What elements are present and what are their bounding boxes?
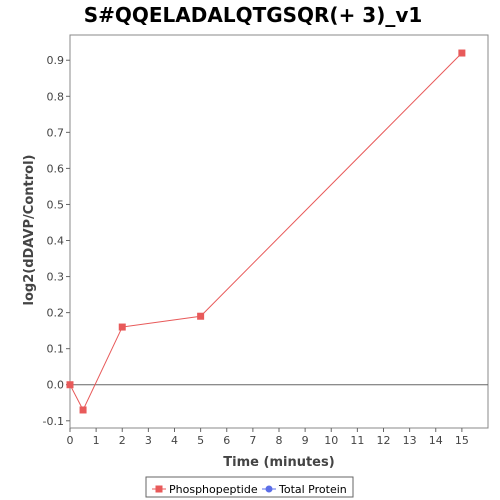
y-tick-label: 0.1 [47,343,65,356]
legend-marker [155,485,163,493]
data-point [66,381,74,389]
x-tick-label: 12 [377,434,391,447]
legend-label: Phosphopeptide [169,483,258,496]
y-axis-label: log2(dDAVP/Control) [22,155,37,306]
legend-box [145,476,354,498]
plot-frame [69,34,489,429]
y-tick-label: 0.0 [47,379,65,392]
x-tick-label: 10 [324,434,338,447]
legend-label: Total Protein [278,483,347,496]
y-tick-label: 0.8 [47,90,65,103]
x-axis-label: Time (minutes) [223,455,334,470]
y-tick-label: 0.3 [47,271,65,284]
x-tick-label: 5 [197,434,204,447]
y-tick-label: 0.4 [47,235,65,248]
x-tick-label: 3 [145,434,152,447]
x-tick-label: 15 [455,434,469,447]
series-group [66,49,466,414]
legend-marker [265,485,273,493]
chart-title: S#QQELADALQTGSQR(+ 3)_v1 [84,3,423,27]
data-point [79,406,87,414]
x-tick-label: 1 [93,434,100,447]
data-point [118,323,126,331]
x-tick-label: 7 [249,434,256,447]
data-point [197,312,205,320]
data-point [458,49,466,57]
legend: Phosphopeptide Total Protein [145,476,354,498]
y-tick-label: 0.2 [47,307,65,320]
x-tick-label: 6 [223,434,230,447]
y-tick-label: 0.5 [47,198,65,211]
legend-items: Phosphopeptide Total Protein [152,483,347,496]
x-tick-label: 4 [171,434,178,447]
y-tick-label: 0.9 [47,54,65,67]
plot-area [69,34,489,429]
x-tick-label: 0 [67,434,74,447]
x-axis: 0 1 2 3 4 5 6 7 8 9 10 11 12 13 14 15 [67,428,469,447]
x-tick-label: 11 [350,434,364,447]
x-tick-label: 2 [119,434,126,447]
y-tick-label: 0.6 [47,162,65,175]
y-tick-label: -0.1 [43,415,64,428]
x-tick-label: 8 [276,434,283,447]
x-tick-label: 13 [403,434,417,447]
y-axis: -0.1 0.0 0.1 0.2 0.3 0.4 0.5 0.6 0.7 0.8 0.9 [43,54,70,428]
x-tick-label: 9 [302,434,309,447]
y-tick-label: 0.7 [47,126,65,139]
x-tick-label: 14 [429,434,443,447]
